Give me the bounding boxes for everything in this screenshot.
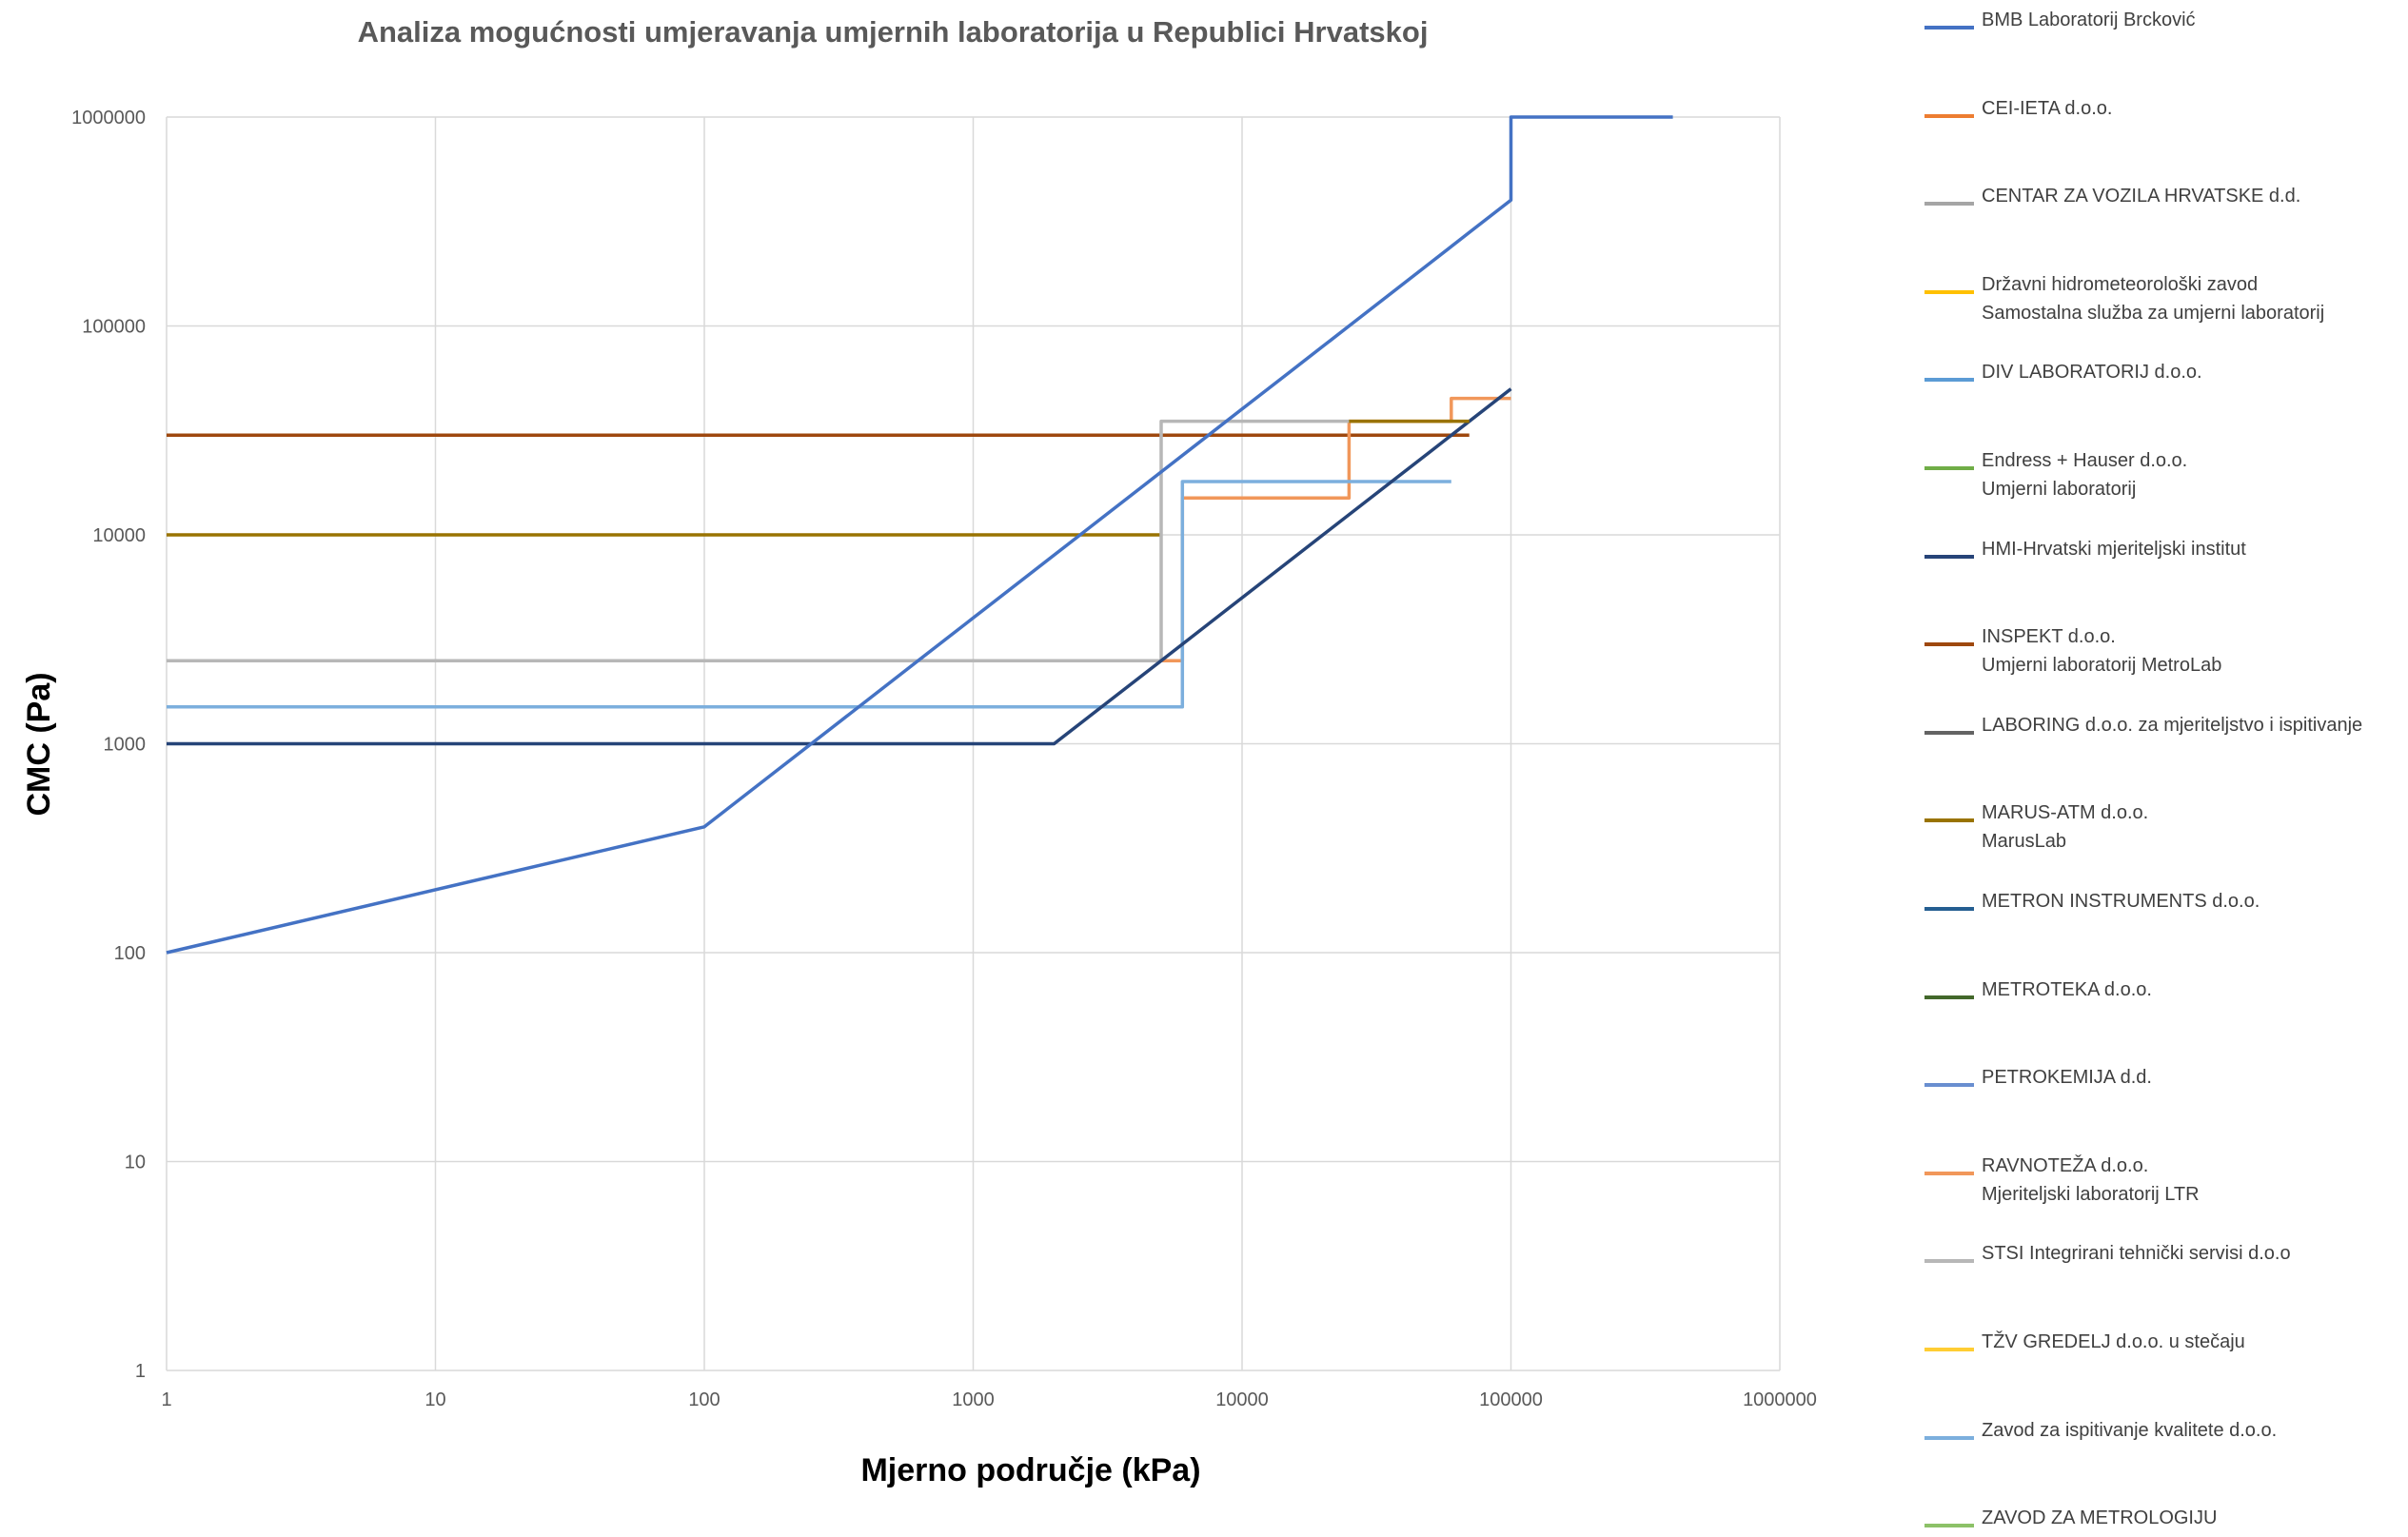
legend-item: INSPEKT d.o.o. Umjerni laboratorij Metro…: [1924, 622, 2400, 680]
legend-item: METROTEKA d.o.o.: [1924, 975, 2400, 1004]
legend-item: CENTAR ZA VOZILA HRVATSKE d.d.: [1924, 182, 2400, 210]
legend-label: BMB Laboratorij Brcković: [1982, 10, 2196, 30]
legend-label: STSI Integrirani tehnički servisi d.o.o: [1982, 1243, 2291, 1265]
legend-item: ZAVOD ZA METROLOGIJU: [1924, 1504, 2400, 1532]
legend-label: METRON INSTRUMENTS d.o.o.: [1982, 891, 2260, 912]
series-line: [167, 419, 1350, 662]
series-lines: [166, 115, 1673, 955]
legend-label: LABORING d.o.o. za mjeriteljstvo i ispit…: [1982, 714, 2363, 736]
legend-swatch: [1924, 642, 1974, 647]
legend-swatch: [1924, 26, 1974, 30]
legend-swatch: [1924, 1524, 1974, 1528]
legend-swatch: [1924, 995, 1974, 999]
series-line: [167, 480, 1451, 709]
legend-label: Zavod za ispitivanje kvalitete d.o.o.: [1982, 1419, 2278, 1441]
legend-label: CENTAR ZA VOZILA HRVATSKE d.d.: [1982, 186, 2301, 207]
legend-swatch: [1924, 378, 1974, 383]
legend-label: MARUS-ATM d.o.o. MarusLab: [1982, 802, 2149, 853]
legend-swatch: [1924, 1348, 1974, 1351]
series-line: [167, 387, 1512, 746]
legend-item: LABORING d.o.o. za mjeriteljstvo i ispit…: [1924, 711, 2400, 739]
y-tick-label: 10: [125, 1153, 146, 1173]
legend-label: Državni hidrometeorološki zavod Samostal…: [1982, 273, 2325, 324]
legend-label: HMI-Hrvatski mjeriteljski institut: [1982, 538, 2246, 560]
legend-item: METRON INSTRUMENTS d.o.o.: [1924, 887, 2400, 916]
x-tick-label: 10000: [1215, 1389, 1269, 1410]
legend-item: MARUS-ATM d.o.o. MarusLab: [1924, 798, 2400, 856]
x-tick-label: 100: [688, 1389, 720, 1410]
y-tick-label: 1: [135, 1361, 146, 1382]
legend-swatch: [1924, 113, 1974, 118]
legend-label: ZAVOD ZA METROLOGIJU: [1982, 1507, 2218, 1529]
series-line: [166, 115, 1673, 955]
legend-item: TŽV GREDELJ d.o.o. u stečaju: [1924, 1328, 2400, 1356]
legend-label: INSPEKT d.o.o. Umjerni laboratorij Metro…: [1982, 626, 2222, 677]
legend-label: Endress + Hauser d.o.o. Umjerni laborato…: [1982, 450, 2188, 500]
y-tick-label: 1000: [104, 735, 147, 756]
x-tick-label: 100000: [1479, 1389, 1543, 1410]
legend-swatch: [1924, 907, 1974, 911]
legend: BMB Laboratorij Brcković CEI-IETA d.o.o. C…: [1924, 0, 2400, 1532]
legend-swatch: [1924, 730, 1974, 735]
x-tick-label: 10: [424, 1389, 445, 1410]
y-axis-ticks: 1 10 100 1000 10000 100000 1000000: [71, 108, 146, 1382]
legend-swatch: [1924, 554, 1974, 559]
legend-label: DIV LABORATORIJ d.o.o.: [1982, 362, 2202, 384]
legend-swatch: [1924, 818, 1974, 823]
legend-item: BMB Laboratorij Brcković: [1924, 6, 2400, 34]
y-tick-label: 100: [114, 943, 146, 964]
legend-label: TŽV GREDELJ d.o.o. u stečaju: [1982, 1331, 2245, 1352]
x-axis-ticks: 1 10 100 1000 10000 100000 1000000: [161, 1389, 1817, 1410]
y-axis-label: CMC (Pa): [21, 672, 57, 816]
legend-item: DIV LABORATORIJ d.o.o.: [1924, 358, 2400, 386]
legend-item: PETROKEMIJA d.d.: [1924, 1063, 2400, 1092]
y-tick-label: 1000000: [71, 108, 146, 128]
x-tick-label: 1000000: [1743, 1389, 1817, 1410]
x-tick-label: 1000: [952, 1389, 995, 1410]
legend-swatch: [1924, 466, 1974, 470]
legend-item: STSI Integrirani tehnički servisi d.o.o: [1924, 1239, 2400, 1268]
x-tick-label: 1: [161, 1389, 171, 1410]
legend-item: Endress + Hauser d.o.o. Umjerni laborato…: [1924, 446, 2400, 503]
legend-swatch: [1924, 1435, 1974, 1440]
legend-item: RAVNOTEŽA d.o.o. Mjeriteljski laboratori…: [1924, 1152, 2400, 1209]
legend-swatch: [1924, 1171, 1974, 1175]
legend-label: METROTEKA d.o.o.: [1982, 978, 2152, 1000]
legend-item: Zavod za ispitivanje kvalitete d.o.o.: [1924, 1416, 2400, 1445]
legend-swatch: [1924, 1083, 1974, 1088]
y-tick-label: 10000: [92, 525, 146, 546]
legend-label: CEI-IETA d.o.o.: [1982, 97, 2113, 119]
legend-item: HMI-Hrvatski mjeriteljski institut: [1924, 535, 2400, 563]
x-axis-label: Mjerno područje (kPa): [860, 1452, 1200, 1488]
legend-label: PETROKEMIJA d.d.: [1982, 1067, 2152, 1089]
legend-swatch: [1924, 1259, 1974, 1264]
legend-item: CEI-IETA d.o.o.: [1924, 94, 2400, 123]
legend-swatch: [1924, 289, 1974, 294]
legend-swatch: [1924, 202, 1974, 207]
legend-item: Državni hidrometeorološki zavod Samostal…: [1924, 270, 2400, 327]
y-tick-label: 100000: [82, 317, 146, 338]
chart-title: Analiza mogućnosti umjeravanja umjernih …: [358, 15, 1429, 49]
legend-label: RAVNOTEŽA d.o.o. Mjeriteljski laboratori…: [1982, 1154, 2200, 1205]
